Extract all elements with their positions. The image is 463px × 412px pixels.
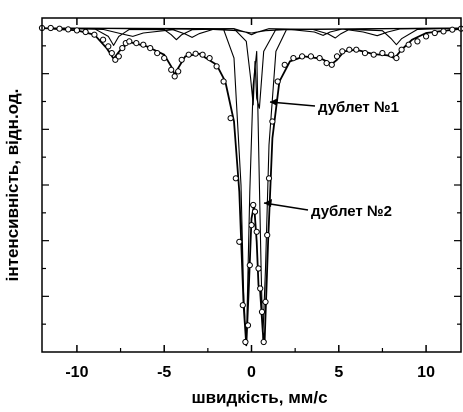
data-point xyxy=(265,175,273,182)
data-point xyxy=(333,53,341,60)
data-point xyxy=(108,50,115,57)
data-point xyxy=(393,55,400,62)
data-point xyxy=(105,43,112,50)
annotation-label: дублет №2 xyxy=(311,203,392,220)
data-point xyxy=(307,53,314,60)
data-point xyxy=(370,51,377,58)
data-point xyxy=(257,285,264,292)
data-point xyxy=(269,118,276,125)
data-point xyxy=(220,78,227,85)
data-point xyxy=(253,228,260,235)
x-tick-label: 5 xyxy=(334,364,343,381)
annotation-arrowhead xyxy=(264,199,272,207)
data-point xyxy=(440,28,447,35)
data-point xyxy=(115,53,122,60)
data-point xyxy=(316,55,323,62)
data-point xyxy=(185,51,192,58)
x-tick-label: 0 xyxy=(247,364,256,381)
data-point xyxy=(388,51,395,58)
data-point xyxy=(206,55,213,62)
data-point xyxy=(379,50,386,57)
data-point xyxy=(100,36,107,43)
data-point xyxy=(126,38,133,45)
data-point xyxy=(140,41,147,48)
data-point xyxy=(246,262,253,269)
y-axis-label: інтенсивність, відн.од. xyxy=(3,89,22,282)
data-point xyxy=(199,51,206,58)
axis-layer: -10 -5 0 5 10 xyxy=(42,18,461,381)
data-point xyxy=(119,45,126,52)
series-doublet_2 xyxy=(41,27,462,346)
annotation-label: дублет №1 xyxy=(318,99,399,116)
data-point xyxy=(232,175,239,182)
data-point xyxy=(299,53,306,60)
annotation-layer: дублет №1 дублет №2 xyxy=(263,98,399,220)
data-point xyxy=(133,40,140,47)
data-point xyxy=(171,73,178,80)
x-tick-label: 10 xyxy=(417,364,435,381)
data-point xyxy=(353,46,360,53)
annotation-arrowhead xyxy=(270,98,278,106)
series-doublet_1 xyxy=(41,27,462,109)
data-point xyxy=(449,26,456,33)
data-point xyxy=(274,78,281,85)
data-point xyxy=(423,33,430,40)
series-fit_envelope xyxy=(41,27,462,347)
data-point xyxy=(248,222,255,229)
data-point xyxy=(175,68,182,75)
data-point xyxy=(328,61,335,68)
data-point xyxy=(251,208,259,215)
data-point xyxy=(405,41,412,48)
data-point xyxy=(65,26,72,33)
data-point xyxy=(239,302,246,309)
plot-layer xyxy=(38,24,463,347)
x-tick-label: -5 xyxy=(157,364,171,381)
data-point xyxy=(192,50,199,57)
data-point xyxy=(82,28,89,36)
data-point xyxy=(236,238,243,245)
data-point xyxy=(398,46,405,53)
data-point xyxy=(91,31,98,38)
data-point xyxy=(361,50,369,57)
data-point xyxy=(168,66,175,73)
data-point xyxy=(290,55,297,62)
data-point xyxy=(431,29,438,37)
data-point xyxy=(414,38,421,45)
x-tick-label: -10 xyxy=(65,364,88,381)
data-point xyxy=(213,63,220,70)
data-point xyxy=(323,60,330,67)
data-point xyxy=(154,50,161,57)
data-point xyxy=(47,24,54,32)
data-point xyxy=(242,338,249,346)
data-point xyxy=(258,308,266,315)
data-point xyxy=(227,115,234,122)
data-point xyxy=(255,265,262,272)
plot-frame xyxy=(41,17,462,353)
data-point xyxy=(260,338,267,346)
data-point xyxy=(73,27,81,34)
x-axis-label: швидкість, мм/с xyxy=(191,388,327,407)
data-point xyxy=(262,298,269,305)
annotation-arrow xyxy=(269,101,316,107)
data-point xyxy=(250,201,257,209)
data-point xyxy=(244,322,252,329)
data-point xyxy=(56,25,63,32)
data-point xyxy=(178,56,185,63)
data-point xyxy=(346,46,353,53)
series-subspectrum_sextet_1 xyxy=(41,27,462,46)
data-point xyxy=(161,55,168,62)
data-point xyxy=(147,45,154,52)
series-subspectrum_sextet_2 xyxy=(41,27,462,38)
data-point xyxy=(339,48,346,55)
data-point xyxy=(281,61,288,68)
data-point xyxy=(264,232,271,239)
